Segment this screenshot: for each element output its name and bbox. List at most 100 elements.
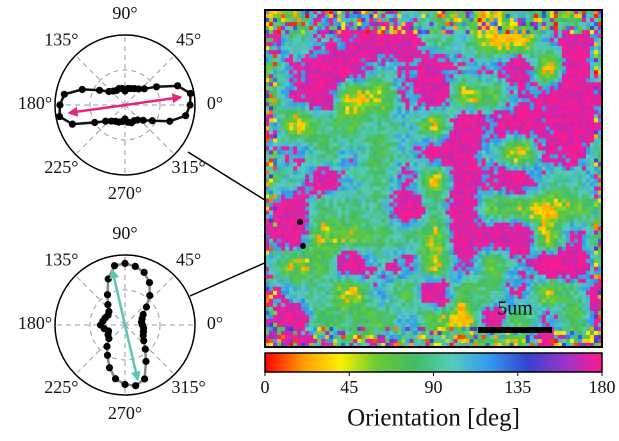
- map-pixel: [309, 142, 313, 146]
- map-pixel: [397, 239, 401, 243]
- map-pixel: [377, 66, 381, 70]
- map-pixel: [377, 227, 381, 231]
- map-pixel: [578, 142, 582, 146]
- polar-point: [174, 82, 181, 89]
- map-pixel: [333, 114, 337, 118]
- map-pixel: [317, 126, 321, 130]
- map-pixel: [409, 114, 413, 118]
- map-pixel: [582, 142, 586, 146]
- map-pixel: [510, 114, 514, 118]
- map-pixel: [397, 70, 401, 74]
- map-pixel: [401, 54, 405, 58]
- map-pixel: [417, 54, 421, 58]
- map-pixel: [582, 191, 586, 195]
- map-pixel: [321, 227, 325, 231]
- map-pixel: [450, 54, 454, 58]
- map-pixel: [285, 54, 289, 58]
- map-pixel: [397, 146, 401, 150]
- map-pixel: [526, 26, 530, 30]
- map-pixel: [474, 38, 478, 42]
- map-pixel: [578, 110, 582, 114]
- map-pixel: [317, 118, 321, 122]
- map-pixel: [365, 142, 369, 146]
- map-pixel: [502, 219, 506, 223]
- map-pixel: [393, 183, 397, 187]
- map-pixel: [325, 207, 329, 211]
- map-pixel: [317, 227, 321, 231]
- map-pixel: [317, 38, 321, 42]
- map-pixel: [385, 82, 389, 86]
- map-pixel: [429, 207, 433, 211]
- map-pixel: [301, 66, 305, 70]
- map-pixel: [401, 78, 405, 82]
- map-pixel: [498, 203, 502, 207]
- map-pixel: [429, 78, 433, 82]
- map-pixel: [345, 231, 349, 235]
- map-pixel: [365, 90, 369, 94]
- map-pixel: [486, 174, 490, 178]
- map-pixel: [462, 90, 466, 94]
- map-pixel: [530, 78, 534, 82]
- map-pixel: [285, 90, 289, 94]
- polar-point: [146, 279, 153, 286]
- map-pixel: [506, 62, 510, 66]
- map-pixel: [530, 38, 534, 42]
- map-pixel: [325, 158, 329, 162]
- map-pixel: [482, 203, 486, 207]
- map-pixel: [578, 58, 582, 62]
- map-pixel: [325, 14, 329, 18]
- map-pixel: [498, 34, 502, 38]
- map-pixel: [498, 150, 502, 154]
- map-pixel: [530, 58, 534, 62]
- map-pixel: [313, 162, 317, 166]
- map-pixel: [466, 86, 470, 90]
- map-pixel: [401, 207, 405, 211]
- map-pixel: [458, 58, 462, 62]
- map-pixel: [281, 102, 285, 106]
- map-pixel: [361, 122, 365, 126]
- map-pixel: [446, 110, 450, 114]
- map-pixel: [425, 42, 429, 46]
- map-pixel: [594, 34, 598, 38]
- map-pixel: [554, 34, 558, 38]
- map-pixel: [309, 174, 313, 178]
- map-pixel: [325, 86, 329, 90]
- map-pixel: [590, 199, 594, 203]
- map-pixel: [389, 62, 393, 66]
- map-pixel: [341, 118, 345, 122]
- map-pixel: [550, 22, 554, 26]
- map-pixel: [434, 154, 438, 158]
- map-pixel: [389, 38, 393, 42]
- map-pixel: [325, 187, 329, 191]
- map-pixel: [474, 110, 478, 114]
- map-pixel: [377, 62, 381, 66]
- map-pixel: [377, 70, 381, 74]
- map-pixel: [373, 166, 377, 170]
- map-pixel: [510, 174, 514, 178]
- map-pixel: [357, 46, 361, 50]
- map-pixel: [425, 26, 429, 30]
- map-pixel: [405, 211, 409, 215]
- map-pixel: [458, 46, 462, 50]
- map-pixel: [405, 86, 409, 90]
- map-pixel: [405, 191, 409, 195]
- map-pixel: [526, 106, 530, 110]
- map-pixel: [341, 114, 345, 118]
- map-pixel: [405, 122, 409, 126]
- map-pixel: [297, 90, 301, 94]
- map-pixel: [341, 227, 345, 231]
- map-pixel: [478, 26, 482, 30]
- map-pixel: [474, 86, 478, 90]
- map-pixel: [574, 195, 578, 199]
- map-pixel: [550, 66, 554, 70]
- map-pixel: [490, 42, 494, 46]
- map-pixel: [486, 142, 490, 146]
- map-pixel: [494, 78, 498, 82]
- map-pixel: [405, 219, 409, 223]
- map-pixel: [490, 126, 494, 130]
- map-pixel: [486, 106, 490, 110]
- map-pixel: [474, 150, 478, 154]
- map-pixel: [349, 38, 353, 42]
- map-pixel: [558, 211, 562, 215]
- map-pixel: [429, 211, 433, 215]
